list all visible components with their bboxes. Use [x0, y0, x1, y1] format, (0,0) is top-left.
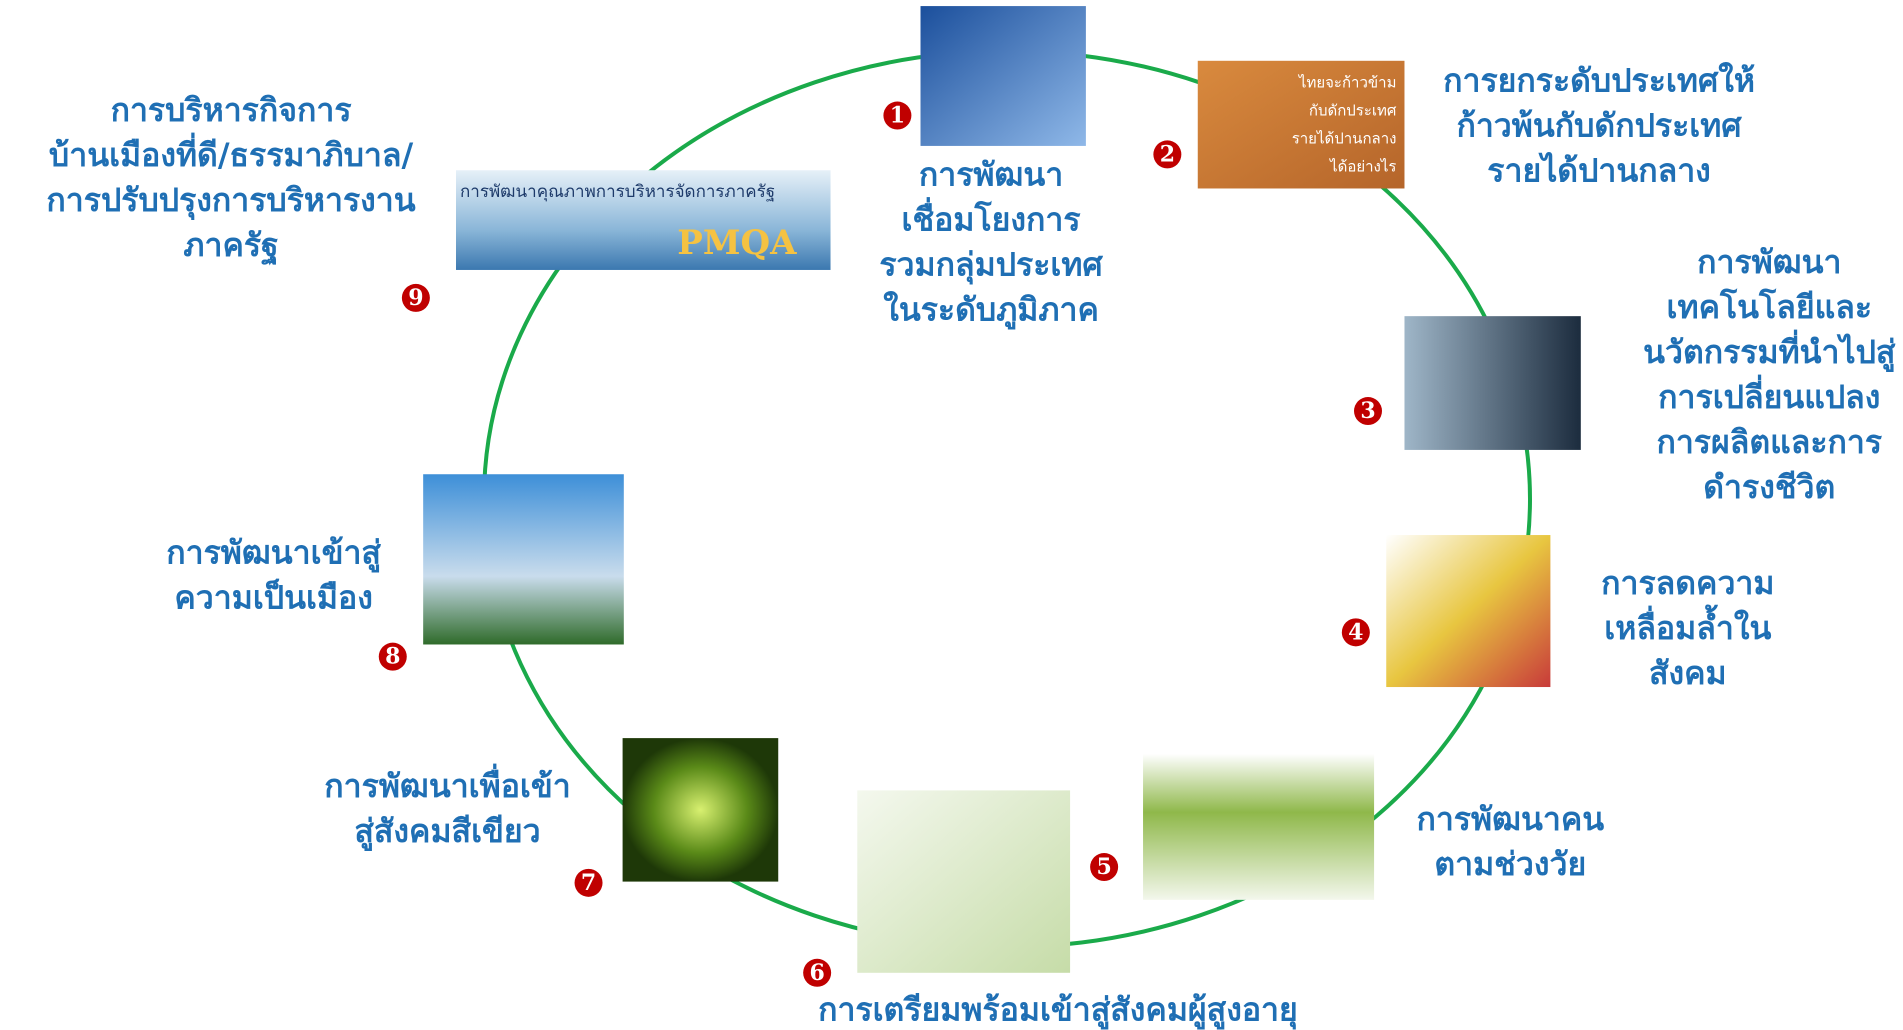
diagram: 1การพัฒนาเชื่อมโยงการรวมกลุ่มประเทศในระด…	[0, 0, 1903, 1030]
step-label: การยกระดับประเทศให้	[1443, 62, 1755, 100]
node-image	[1386, 535, 1550, 687]
node-image	[857, 790, 1070, 972]
step-label: การพัฒนาคน	[1416, 800, 1604, 838]
image-caption: ไทยจะก้าวข้าม	[1298, 73, 1397, 91]
step-label: การพัฒนา	[1697, 243, 1841, 281]
node-image	[1143, 754, 1374, 900]
step-label: รวมกลุ่มประเทศ	[879, 245, 1103, 285]
step-label: การลดความ	[1601, 564, 1774, 602]
step-label: เทคโนโลยีและ	[1667, 288, 1872, 326]
image-caption: รายได้ปานกลาง	[1292, 129, 1397, 147]
step-number: 9	[408, 285, 423, 311]
step-label: การพัฒนา	[919, 155, 1063, 193]
image-caption: กับดักประเทศ	[1309, 101, 1397, 119]
step-label: รายได้ปานกลาง	[1487, 152, 1711, 190]
step-label: ก้าวพ้นกับดักประเทศ	[1456, 107, 1742, 145]
step-number: 2	[1160, 141, 1175, 167]
step-number: 1	[890, 103, 905, 129]
image-caption: การพัฒนาคุณภาพการบริหารจัดการภาครัฐ	[460, 182, 775, 202]
step-label: เชื่อมโยงการ	[902, 196, 1081, 238]
step-number: 7	[581, 870, 596, 896]
step-label: การเตรียมพร้อมเข้าสู่สังคมผู้สูงอายุ	[818, 991, 1298, 1030]
step-label: ภาครัฐ	[183, 226, 278, 266]
step-number: 3	[1360, 398, 1375, 424]
step-label: สู่สังคมสีเขียว	[354, 812, 540, 852]
node-image	[423, 474, 624, 644]
step-number: 5	[1096, 854, 1111, 880]
step-number: 6	[809, 960, 824, 986]
step-label: การปรับปรุงการบริหารงาน	[46, 181, 415, 221]
step-label: ในระดับภูมิภาค	[883, 290, 1099, 330]
node-image	[623, 738, 779, 881]
step-label: สังคม	[1649, 654, 1727, 692]
step-label: ดำรงชีวิต	[1703, 468, 1835, 506]
step-number: 4	[1348, 619, 1363, 645]
step-label: นวัตกรรมที่นำไปสู่	[1643, 329, 1896, 373]
step-label: การพัฒนาเข้าสู่	[166, 533, 381, 573]
step-label: เหลื่อมล้ำใน	[1604, 604, 1771, 647]
node-image	[921, 6, 1086, 146]
step-label: บ้านเมืองที่ดี/ธรรมาภิบาล/	[49, 132, 414, 174]
image-caption: PMQA	[677, 223, 797, 263]
step-label: ความเป็นเมือง	[174, 577, 372, 616]
step-number: 8	[385, 644, 400, 670]
node-image	[1404, 316, 1580, 450]
step-label: การผลิตและการ	[1656, 423, 1882, 461]
step-label: ตามช่วงวัย	[1434, 845, 1586, 883]
nodes: 1การพัฒนาเชื่อมโยงการรวมกลุ่มประเทศในระด…	[46, 6, 1895, 1030]
image-caption: ได้อย่างไร	[1329, 157, 1396, 175]
step-label: การพัฒนาเพื่อเข้า	[324, 763, 570, 805]
step-label: การบริหารกิจการ	[111, 91, 352, 129]
step-label: การเปลี่ยนแปลง	[1658, 374, 1880, 416]
